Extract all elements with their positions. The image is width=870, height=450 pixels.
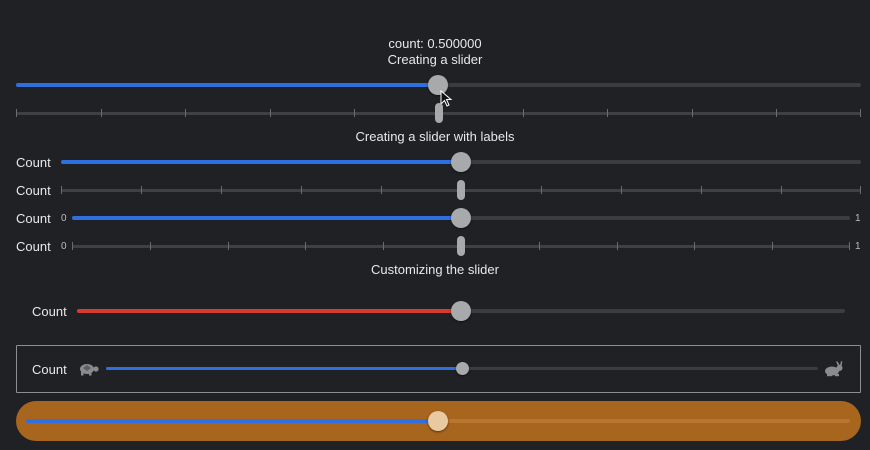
- basic-slider[interactable]: [16, 74, 861, 96]
- tick-mark: [354, 109, 355, 117]
- max-value-label: 1: [855, 213, 861, 224]
- slider-label: Count: [16, 155, 51, 170]
- icon-slider-container: [16, 345, 861, 393]
- slider-fill: [16, 83, 438, 87]
- tick-mark: [541, 186, 542, 194]
- tick-mark: [150, 242, 151, 250]
- tick-mark: [141, 186, 142, 194]
- slider-thumb[interactable]: [451, 152, 471, 172]
- section-title-customizing: Customizing the slider: [371, 262, 499, 277]
- tick-mark: [72, 242, 73, 250]
- slider-fill: [61, 160, 461, 164]
- red-tint-slider[interactable]: [77, 300, 845, 322]
- tick-mark: [849, 242, 850, 250]
- section-title-creating-slider: Creating a slider: [387, 52, 483, 67]
- tick-mark: [270, 109, 271, 117]
- tick-mark: [305, 242, 306, 250]
- tick-mark: [701, 186, 702, 194]
- slider-thumb[interactable]: [457, 236, 465, 256]
- labeled-slider-4[interactable]: [72, 235, 850, 257]
- min-value-label: 0: [61, 241, 67, 252]
- tortoise-icon: [80, 364, 99, 376]
- slider-fill: [26, 419, 438, 423]
- slider-thumb[interactable]: [435, 103, 443, 123]
- tick-mark: [383, 242, 384, 250]
- tick-mark: [101, 109, 102, 117]
- slider-fill: [77, 309, 461, 313]
- tick-mark: [61, 186, 62, 194]
- tick-mark: [523, 109, 524, 117]
- tick-mark: [607, 109, 608, 117]
- count-readout: count: 0.500000: [388, 36, 482, 51]
- slider-label: Count: [16, 239, 51, 254]
- slider-thumb[interactable]: [451, 208, 471, 228]
- labeled-slider-1[interactable]: [61, 151, 861, 173]
- tick-mark: [617, 242, 618, 250]
- slider-thumb[interactable]: [457, 180, 465, 200]
- slider-fill: [106, 367, 462, 370]
- slider-fill: [72, 216, 461, 220]
- tick-mark: [692, 109, 693, 117]
- labeled-slider-2[interactable]: [61, 179, 861, 201]
- tick-mark: [776, 109, 777, 117]
- min-value-label: 0: [61, 213, 67, 224]
- orange-background-slider[interactable]: [26, 410, 850, 432]
- max-value-label: 1: [855, 241, 861, 252]
- slider-label: Count: [32, 304, 67, 319]
- basic-tick-slider[interactable]: [16, 102, 861, 124]
- tick-mark: [16, 109, 17, 117]
- slider-thumb[interactable]: [428, 75, 448, 95]
- tick-mark: [228, 242, 229, 250]
- slider-thumb[interactable]: [428, 411, 448, 431]
- tick-mark: [185, 109, 186, 117]
- slider-thumb[interactable]: [451, 301, 471, 321]
- tick-mark: [301, 186, 302, 194]
- slider-label: Count: [32, 362, 67, 377]
- labeled-slider-3[interactable]: [72, 207, 850, 229]
- hare-icon: [825, 361, 843, 377]
- tick-mark: [860, 109, 861, 117]
- tick-mark: [694, 242, 695, 250]
- tick-mark: [539, 242, 540, 250]
- tick-mark: [621, 186, 622, 194]
- tick-mark: [781, 186, 782, 194]
- slider-label: Count: [16, 183, 51, 198]
- tick-mark: [221, 186, 222, 194]
- tick-mark: [772, 242, 773, 250]
- section-title-with-labels: Creating a slider with labels: [355, 129, 515, 144]
- slider-thumb[interactable]: [456, 362, 469, 375]
- tick-mark: [381, 186, 382, 194]
- tick-mark: [860, 186, 861, 194]
- slider-label: Count: [16, 211, 51, 226]
- icon-slider[interactable]: [106, 359, 818, 379]
